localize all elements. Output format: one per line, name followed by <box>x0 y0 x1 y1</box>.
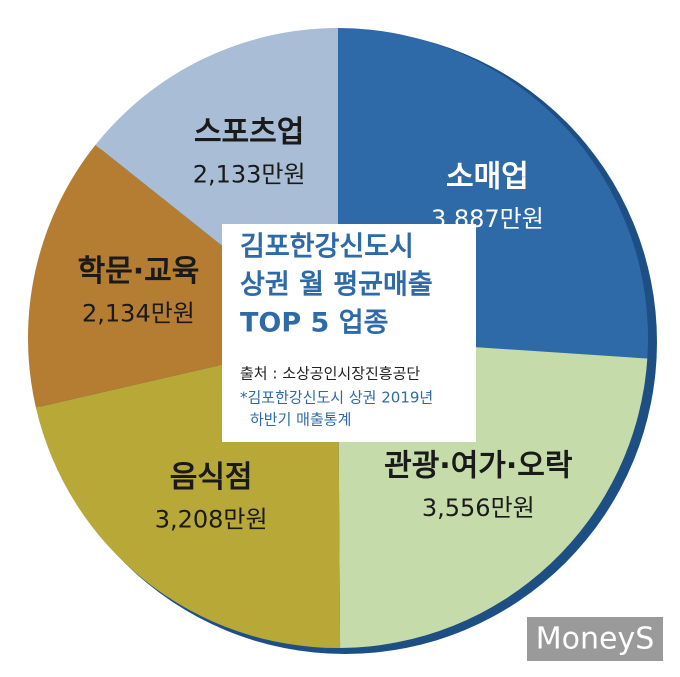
note: *김포한강신도시 상권 2019년 <box>240 389 433 407</box>
slice-label: 스포츠업 <box>194 115 304 150</box>
slice-label: 관광·여가·오락 <box>384 448 573 483</box>
value-label: 3,887만원 <box>431 205 544 233</box>
center-box <box>222 224 476 442</box>
slice-label: 음식점 <box>170 460 253 495</box>
chart-title: 김포한강신도시 <box>240 232 414 263</box>
value-label: 3,556만원 <box>422 494 535 522</box>
watermark: MoneyS <box>536 622 655 657</box>
chart-title: 상권 월 평균매출 <box>240 270 433 301</box>
slice-label: 소매업 <box>446 160 529 195</box>
source: 출처 : 소상공인시장진흥공단 <box>240 365 420 383</box>
value-label: 3,208만원 <box>155 506 268 534</box>
note: 하반기 매출통계 <box>250 411 351 429</box>
chart-title: TOP 5 업종 <box>240 308 388 339</box>
watermark-box <box>527 617 663 661</box>
value-label: 2,134만원 <box>82 300 195 328</box>
slice-label: 학문·교육 <box>78 254 200 289</box>
value-label: 2,133만원 <box>193 161 306 189</box>
